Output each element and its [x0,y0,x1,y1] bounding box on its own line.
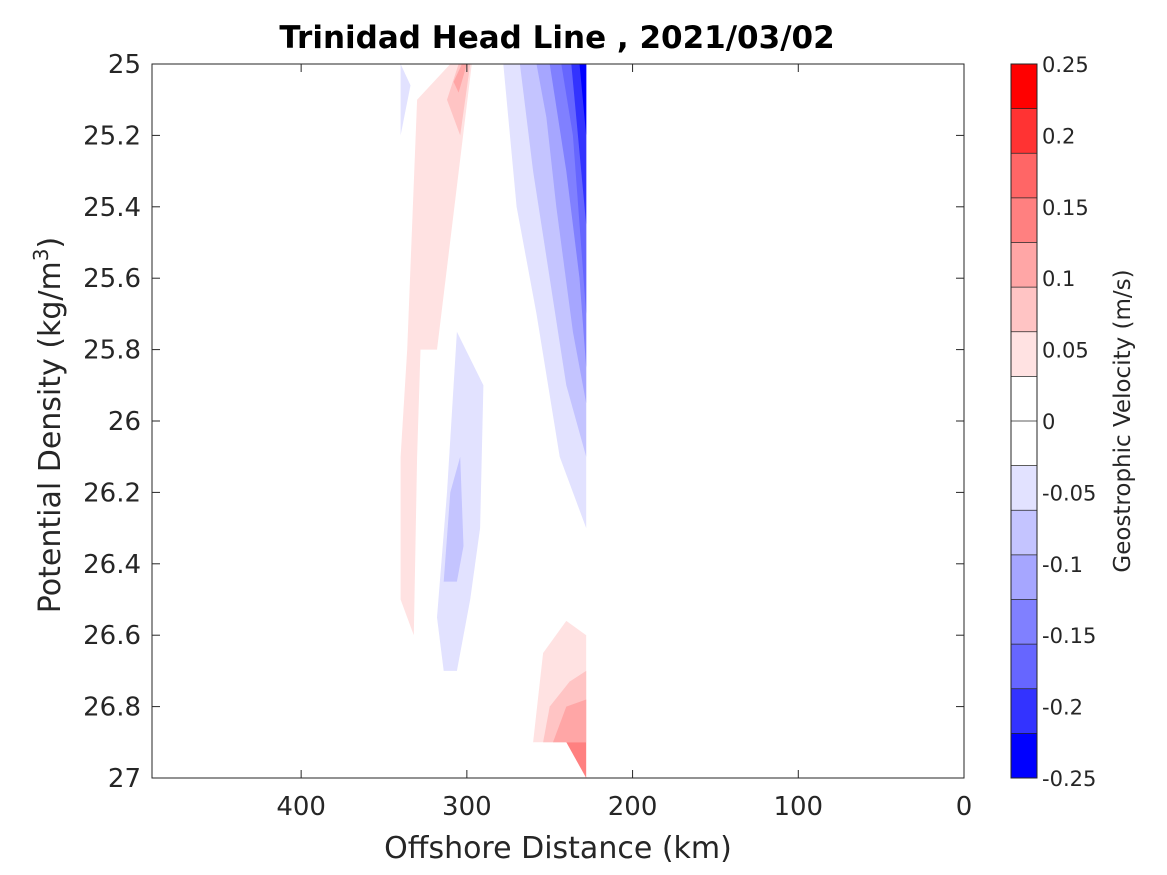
chart-title: Trinidad Head Line , 2021/03/02 [279,20,834,56]
colorbar-tick-label: 0.05 [1042,339,1089,363]
y-tick-label: 25 [108,50,141,80]
colorbar-swatch [1011,376,1037,422]
colorbar-swatch [1011,599,1037,645]
colorbar-tick-label: -0.05 [1042,481,1096,505]
y-tick-label: 25.4 [83,193,141,223]
contour-region-5 [571,64,587,225]
y-tick-label: 26.8 [83,693,141,723]
contour-region-10 [400,64,472,636]
y-tick-label: 25.8 [83,336,141,366]
colorbar-tick-label: -0.2 [1042,696,1083,720]
x-axis-label: Offshore Distance (km) [384,831,732,866]
contour-region-8 [443,456,464,582]
colorbar-swatch [1011,287,1037,333]
colorbar-tick-label: -0.15 [1042,624,1096,648]
contour-region-15 [553,699,587,743]
contour-region-12 [453,64,467,93]
colorbar-frame [1010,63,1038,779]
colorbar-swatch [1011,331,1037,377]
colorbar-tick-label: 0 [1042,410,1055,434]
y-axis-label: Potential Density (kg/m3) [29,237,68,613]
x-tick-label: 400 [276,792,326,822]
colorbar-swatch [1011,688,1037,734]
contour-region-11 [447,64,471,136]
colorbar-swatch [1011,644,1037,690]
colorbar-tick-label: 0.15 [1042,196,1089,220]
colorbar-swatch [1011,421,1037,467]
x-tick-label: 300 [442,792,492,822]
x-tick-label: 100 [773,792,823,822]
colorbar: 0.25 0.2 0.15 0.1 0.05 0 -0.05 -0.1 -0.15 -0.2 -0.… [1010,53,1096,791]
y-tick-label: 26.4 [83,550,141,580]
contour-regions [400,64,587,778]
y-tick-label: 26.6 [83,621,141,651]
colorbar-label: Geostrophic Velocity (m/s) [1110,269,1136,572]
y-tick-label: 25.2 [83,121,141,151]
contour-region-9 [400,64,411,136]
contour-region-6 [579,64,587,136]
colorbar-tick-label: 0.2 [1042,124,1075,148]
colorbar-swatch [1011,64,1037,110]
y-tick-label: 26 [108,407,141,437]
y-axis-label-tail: ) [33,237,68,249]
contour-region-16 [566,742,587,778]
y-axis: 25 25.2 25.4 25.6 25.8 26 26.2 26.4 26.6 26.8 27 [83,50,964,794]
colorbar-swatch [1011,510,1037,556]
colorbar-swatch [1011,108,1037,154]
colorbar-swatch [1011,465,1037,511]
colorbar-tick-label: 0.1 [1042,267,1075,291]
colorbar-tick-label: 0.25 [1042,53,1089,77]
x-tick-label: 0 [956,792,973,822]
colorbar-swatch [1011,197,1037,243]
colorbar-swatch [1011,554,1037,600]
colorbar-tick-label: -0.25 [1042,767,1096,791]
y-tick-label: 27 [108,764,141,794]
y-axis-label-main: Potential Density (kg/m [33,261,68,613]
x-tick-label: 200 [608,792,658,822]
x-axis: 400 300 200 100 0 [276,64,972,822]
colorbar-swatch [1011,733,1037,779]
y-tick-label: 26.2 [83,478,141,508]
y-axis-label-superscript: 3 [29,248,53,261]
y-tick-label: 25.6 [83,264,141,294]
colorbar-swatch [1011,153,1037,199]
colorbar-swatch [1011,242,1037,288]
colorbar-tick-label: -0.1 [1042,553,1083,577]
